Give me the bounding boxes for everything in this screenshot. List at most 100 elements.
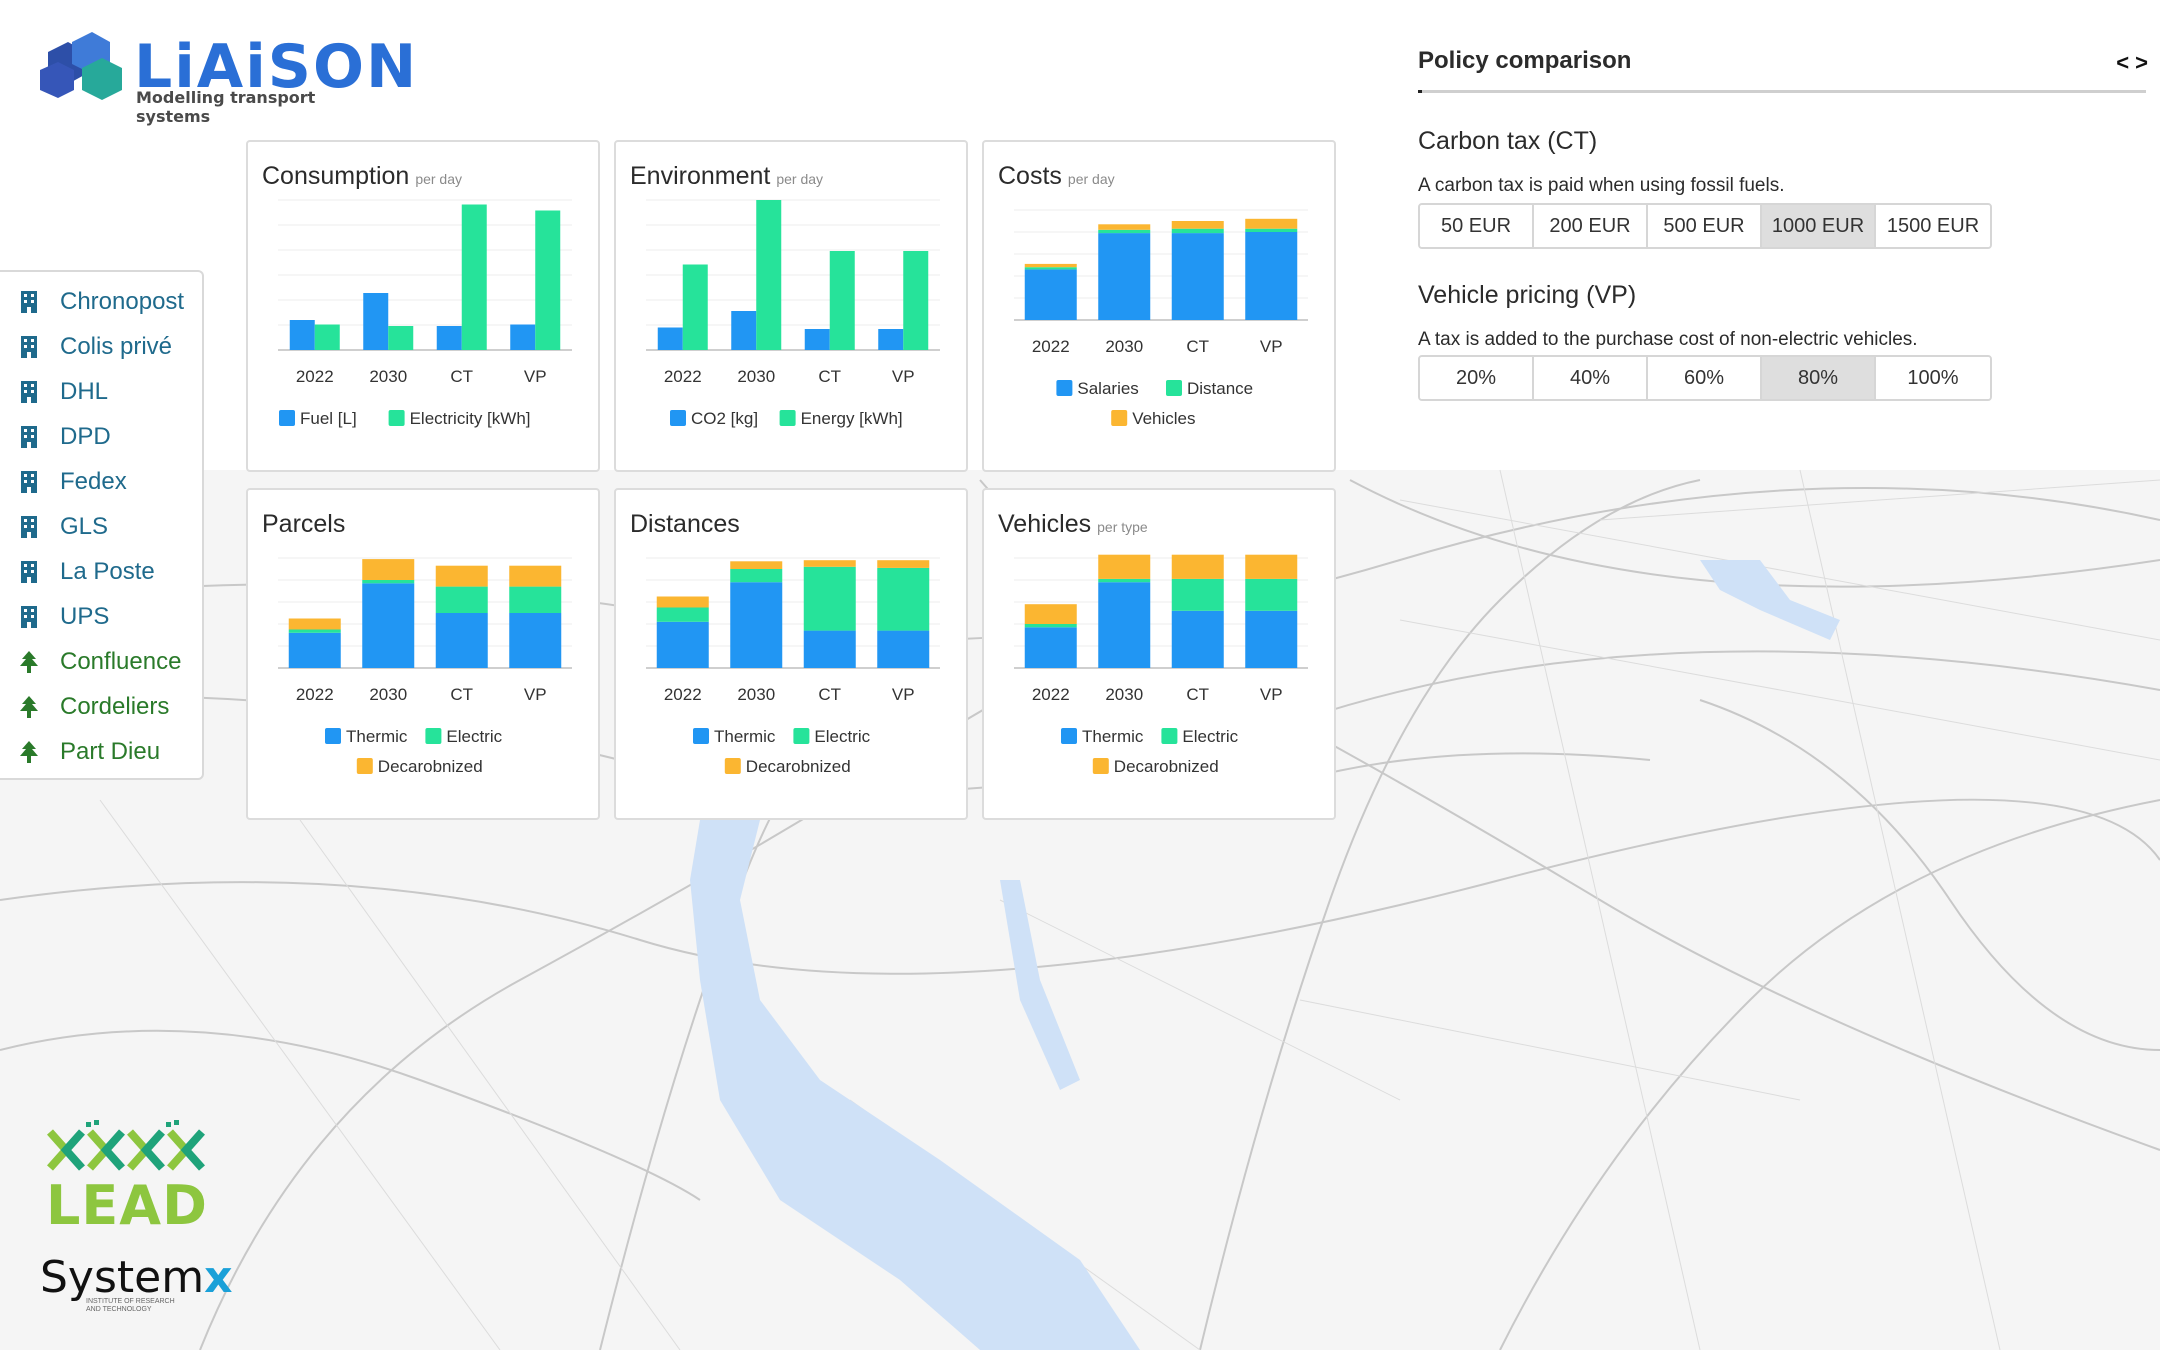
sidebar-item-dhl[interactable]: DHL	[18, 372, 198, 412]
bar-electric-2022[interactable]	[1024, 624, 1077, 628]
bar-electric-vp[interactable]	[1245, 578, 1298, 611]
sidebar-item-fedex[interactable]: Fedex	[18, 462, 198, 502]
bar-salaries-ct[interactable]	[1171, 233, 1224, 320]
legend-label[interactable]: Electric	[1182, 727, 1238, 746]
legend-swatch[interactable]	[1061, 728, 1077, 744]
bar-thermic-vp[interactable]	[877, 630, 930, 668]
sidebar-item-chronopost[interactable]: Chronopost	[18, 282, 198, 322]
bar-electric-ct[interactable]	[435, 586, 488, 613]
bar-vehicles-ct[interactable]	[1171, 221, 1224, 229]
legend-label[interactable]: Salaries	[1077, 379, 1138, 398]
sidebar-item-gls[interactable]: GLS	[18, 507, 198, 547]
bar-decarobnized-ct[interactable]	[803, 560, 856, 567]
legend-label[interactable]: Thermic	[346, 727, 408, 746]
bar-fuel-l--vp[interactable]	[510, 324, 536, 351]
bar-thermic-2030[interactable]	[730, 582, 783, 668]
carbon-tax-option-50-eur[interactable]: 50 EUR	[1420, 205, 1534, 247]
legend-swatch[interactable]	[670, 410, 686, 426]
carbon-tax-option-200-eur[interactable]: 200 EUR	[1534, 205, 1648, 247]
carbon-tax-option-500-eur[interactable]: 500 EUR	[1648, 205, 1762, 247]
legend-swatch[interactable]	[779, 410, 796, 426]
bar-salaries-2030[interactable]	[1098, 233, 1151, 320]
bar-decarobnized-ct[interactable]	[435, 565, 488, 587]
legend-label[interactable]: Distance	[1187, 379, 1253, 398]
legend-label[interactable]: Vehicles	[1132, 409, 1195, 428]
bar-co2-kg--2030[interactable]	[731, 311, 757, 350]
bar-distance-vp[interactable]	[1245, 228, 1298, 232]
vehicle-pricing-option-20[interactable]: 20%	[1420, 357, 1534, 399]
bar-electric-ct[interactable]	[1171, 578, 1224, 611]
bar-electric-vp[interactable]	[509, 586, 562, 613]
bar-electric-2030[interactable]	[1098, 578, 1151, 583]
bar-salaries-vp[interactable]	[1245, 232, 1298, 320]
legend-swatch[interactable]	[388, 410, 405, 426]
bar-electric-vp[interactable]	[877, 567, 930, 631]
bar-energy-kwh--2030[interactable]	[756, 200, 782, 350]
carbon-tax-option-1500-eur[interactable]: 1500 EUR	[1876, 205, 1990, 247]
bar-vehicles-vp[interactable]	[1245, 218, 1298, 229]
legend-label[interactable]: Decarobnized	[746, 757, 851, 776]
legend-swatch[interactable]	[724, 758, 741, 774]
bar-thermic-2022[interactable]	[1024, 627, 1077, 668]
bar-vehicles-2030[interactable]	[1098, 224, 1151, 230]
bar-decarobnized-2022[interactable]	[288, 618, 341, 630]
bar-thermic-2022[interactable]	[656, 621, 709, 668]
vehicle-pricing-option-80[interactable]: 80%	[1762, 357, 1876, 399]
sidebar-item-dpd[interactable]: DPD	[18, 417, 198, 457]
bar-co2-kg--ct[interactable]	[804, 329, 830, 350]
legend-swatch[interactable]	[279, 410, 295, 426]
bar-fuel-l--2030[interactable]	[363, 293, 389, 350]
bar-thermic-ct[interactable]	[803, 630, 856, 668]
legend-label[interactable]: Decarobnized	[378, 757, 483, 776]
legend-swatch[interactable]	[1166, 380, 1182, 396]
bar-electric-2030[interactable]	[730, 569, 783, 583]
bar-salaries-2022[interactable]	[1024, 269, 1077, 320]
bar-thermic-vp[interactable]	[509, 613, 562, 668]
bar-decarobnized-2030[interactable]	[730, 561, 783, 569]
bar-thermic-2030[interactable]	[1098, 582, 1151, 668]
bar-thermic-2022[interactable]	[288, 632, 341, 668]
sidebar-item-ups[interactable]: UPS	[18, 597, 198, 637]
legend-swatch[interactable]	[1092, 758, 1109, 774]
sidebar-item-colis-priv-[interactable]: Colis privé	[18, 327, 198, 367]
vehicle-pricing-option-60[interactable]: 60%	[1648, 357, 1762, 399]
bar-electricity-kwh--2022[interactable]	[314, 324, 340, 351]
bar-electricity-kwh--vp[interactable]	[535, 210, 561, 351]
bar-thermic-ct[interactable]	[1171, 610, 1224, 668]
sidebar-item-cordeliers[interactable]: Cordeliers	[18, 687, 198, 727]
vehicle-pricing-option-40[interactable]: 40%	[1534, 357, 1648, 399]
bar-co2-kg--vp[interactable]	[878, 329, 904, 350]
bar-decarobnized-2022[interactable]	[1024, 604, 1077, 624]
bar-decarobnized-vp[interactable]	[1245, 554, 1298, 579]
legend-swatch[interactable]	[693, 728, 709, 744]
bar-energy-kwh--2022[interactable]	[682, 264, 708, 351]
panel-nav-arrows[interactable]: < >	[2116, 50, 2148, 75]
legend-label[interactable]: Electric	[814, 727, 870, 746]
carbon-tax-option-1000-eur[interactable]: 1000 EUR	[1762, 205, 1876, 247]
legend-swatch[interactable]	[1056, 380, 1073, 396]
legend-swatch[interactable]	[1161, 728, 1178, 744]
bar-decarobnized-2030[interactable]	[362, 559, 415, 580]
bar-distance-ct[interactable]	[1171, 228, 1224, 234]
bar-energy-kwh--ct[interactable]	[829, 251, 855, 350]
sidebar-item-confluence[interactable]: Confluence	[18, 642, 198, 682]
legend-label[interactable]: Thermic	[1082, 727, 1144, 746]
bar-decarobnized-vp[interactable]	[509, 565, 562, 587]
bar-distance-2030[interactable]	[1098, 229, 1151, 234]
legend-swatch[interactable]	[325, 728, 341, 744]
legend-swatch[interactable]	[425, 728, 442, 744]
bar-energy-kwh--vp[interactable]	[903, 251, 929, 350]
bar-decarobnized-ct[interactable]	[1171, 554, 1224, 579]
legend-label[interactable]: Energy [kWh]	[801, 409, 903, 428]
bar-electric-2022[interactable]	[656, 607, 709, 622]
sidebar-item-la-poste[interactable]: La Poste	[18, 552, 198, 592]
legend-swatch[interactable]	[793, 728, 810, 744]
bar-thermic-2030[interactable]	[362, 583, 415, 668]
legend-label[interactable]: Electric	[446, 727, 502, 746]
bar-thermic-vp[interactable]	[1245, 610, 1298, 668]
bar-decarobnized-2030[interactable]	[1098, 554, 1151, 579]
bar-co2-kg--2022[interactable]	[657, 327, 683, 351]
legend-swatch[interactable]	[356, 758, 373, 774]
legend-label[interactable]: CO2 [kg]	[691, 409, 758, 428]
vehicle-pricing-option-100[interactable]: 100%	[1876, 357, 1990, 399]
